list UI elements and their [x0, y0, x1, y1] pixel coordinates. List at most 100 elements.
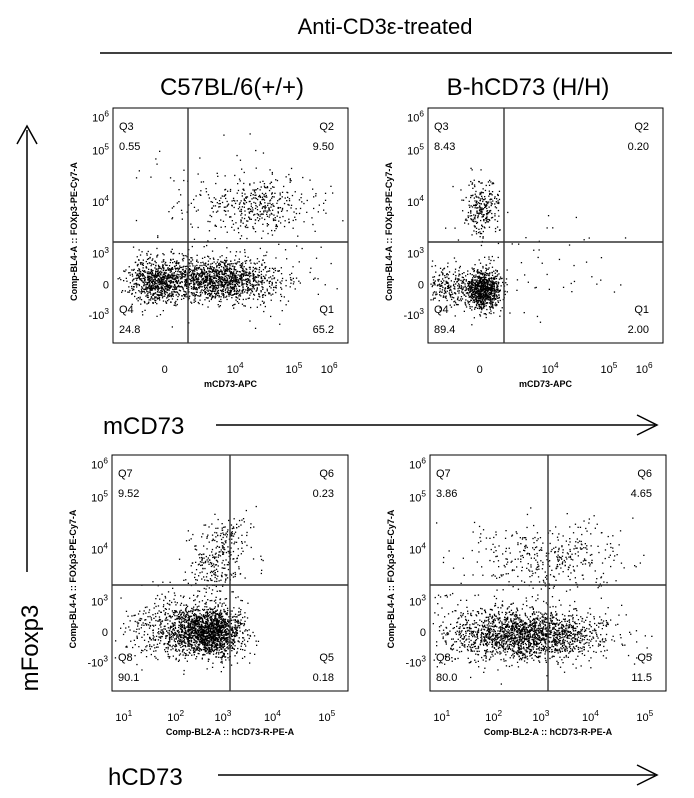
quadrant-name: Q5: [319, 652, 334, 664]
y-tick-label: 105: [409, 490, 426, 505]
x-tick-label: 104: [227, 361, 244, 376]
x-tick-label: 104: [264, 709, 281, 724]
quadrant-value: 4.65: [631, 488, 652, 500]
y-axis-label: Comp-BL4-A :: FOXp3-PE-Cy7-A: [386, 509, 396, 648]
flow-panel-1: Q3 0.55 Q2 9.50 Q4 24.8 Q1 65.2 0 104 105 106 mCD73-…: [69, 107, 349, 389]
y-tick-label: 0: [103, 279, 109, 291]
row-arrowhead-mcd73: [636, 414, 659, 436]
y-tick-label: 105: [92, 142, 109, 157]
x-axis-label: mCD73-APC: [519, 379, 573, 389]
y-tick-label: -103: [88, 655, 109, 670]
y-tick-label: 105: [407, 142, 424, 157]
quadrant-value: 11.5: [631, 672, 652, 684]
y-tick-label: 0: [418, 279, 424, 291]
y-tick-label: 103: [91, 593, 108, 608]
x-tick-label: 105: [286, 361, 303, 376]
x-tick-label: 105: [601, 361, 618, 376]
quadrant-value: 3.86: [436, 488, 457, 500]
flow-panel-3: Q7 9.52 Q6 0.23 Q8 90.1 Q5 0.18 101 102 103 104 105 C…: [68, 454, 349, 737]
event-dots: [114, 505, 264, 675]
col-label-wt: C57BL/6(+/+): [160, 74, 304, 101]
quadrant-value: 90.1: [118, 672, 139, 684]
quadrant-name: Q4: [434, 304, 449, 316]
x-tick-label: 102: [167, 709, 184, 724]
x-axis-label: Comp-BL2-A :: hCD73-R-PE-A: [484, 727, 613, 737]
x-axis-label: Comp-BL2-A :: hCD73-R-PE-A: [166, 727, 295, 737]
y-axis-label: Comp-BL4-A :: FOXp3-PE-Cy7-A: [69, 162, 79, 301]
col-label-humanized: B-hCD73 (H/H): [447, 74, 610, 101]
y-group-arrowhead: [16, 124, 38, 145]
quadrant-name: Q8: [118, 652, 133, 664]
y-axis-label: Comp-BL4-A :: FOXp3-PE-Cy7-A: [68, 509, 78, 648]
quadrant-name: Q2: [319, 121, 334, 133]
x-tick-label: 104: [542, 361, 559, 376]
y-tick-label: -103: [89, 307, 110, 322]
x-tick-label: 105: [636, 709, 653, 724]
y-tick-label: 104: [92, 194, 109, 209]
x-tick-label: 101: [115, 709, 132, 724]
quadrant-value: 8.43: [434, 141, 455, 153]
y-tick-label: -103: [406, 655, 427, 670]
quadrant-value: 0.23: [313, 488, 334, 500]
y-tick-label: 103: [409, 593, 426, 608]
y-tick-label: 103: [92, 246, 109, 261]
flow-panel-2: Q3 8.43 Q2 0.20 Q4 89.4 Q1 2.00 0 104 105 106 mCD73-…: [384, 107, 664, 389]
row-label-hcd73: hCD73: [108, 764, 183, 791]
y-tick-label: 106: [409, 456, 426, 471]
y-axis-label: Comp-BL4-A :: FOXp3-PE-Cy7-A: [384, 162, 394, 301]
y-tick-label: 106: [92, 109, 109, 124]
y-group-label: mFoxp3: [17, 605, 44, 692]
figure-header: Anti-CD3ε-treated: [298, 14, 473, 39]
x-tick-label: 103: [214, 709, 231, 724]
x-tick-label: 0: [477, 364, 483, 376]
quadrant-name: Q8: [436, 652, 451, 664]
quadrant-name: Q3: [119, 121, 134, 133]
quadrant-value: 89.4: [434, 324, 455, 336]
quadrant-value: 9.50: [313, 141, 334, 153]
y-tick-label: 0: [102, 627, 108, 639]
flow-panel-4: Q7 3.86 Q6 4.65 Q8 80.0 Q5 11.5 101 102 103 104 105 C…: [386, 454, 667, 737]
x-tick-label: 102: [485, 709, 502, 724]
quadrant-value: 24.8: [119, 324, 140, 336]
row-label-mcd73: mCD73: [103, 413, 184, 440]
quadrant-value: 9.52: [118, 488, 139, 500]
plot-frame: [112, 107, 349, 344]
y-tick-label: 104: [407, 194, 424, 209]
quadrant-value: 2.00: [628, 324, 649, 336]
y-tick-label: 106: [91, 456, 108, 471]
quadrant-value: 0.18: [313, 672, 334, 684]
event-dots: [117, 133, 344, 329]
x-tick-label: 104: [582, 709, 599, 724]
quadrant-name: Q5: [637, 652, 652, 664]
plot-frame: [427, 107, 664, 344]
quadrant-value: 80.0: [436, 672, 457, 684]
quadrant-name: Q3: [434, 121, 449, 133]
event-dots: [432, 507, 653, 685]
y-tick-label: 0: [420, 627, 426, 639]
x-tick-label: 103: [532, 709, 549, 724]
row-arrowhead-hcd73: [636, 764, 659, 786]
y-tick-label: 104: [409, 541, 426, 556]
quadrant-name: Q6: [319, 468, 334, 480]
x-axis-label: mCD73-APC: [204, 379, 258, 389]
quadrant-name: Q4: [119, 304, 134, 316]
y-tick-label: -103: [404, 307, 425, 322]
x-tick-label: 101: [433, 709, 450, 724]
quadrant-name: Q7: [118, 468, 133, 480]
y-tick-label: 105: [91, 490, 108, 505]
x-tick-label: 106: [321, 361, 338, 376]
quadrant-value: 0.20: [628, 141, 649, 153]
y-tick-label: 103: [407, 246, 424, 261]
quadrant-name: Q2: [634, 121, 649, 133]
quadrant-name: Q1: [634, 304, 649, 316]
y-tick-label: 106: [407, 109, 424, 124]
quadrant-name: Q7: [436, 468, 451, 480]
x-tick-label: 106: [636, 361, 653, 376]
quadrant-name: Q6: [637, 468, 652, 480]
quadrant-name: Q1: [319, 304, 334, 316]
quadrant-value: 0.55: [119, 141, 140, 153]
y-tick-label: 104: [91, 541, 108, 556]
x-tick-label: 105: [318, 709, 335, 724]
x-tick-label: 0: [162, 364, 168, 376]
